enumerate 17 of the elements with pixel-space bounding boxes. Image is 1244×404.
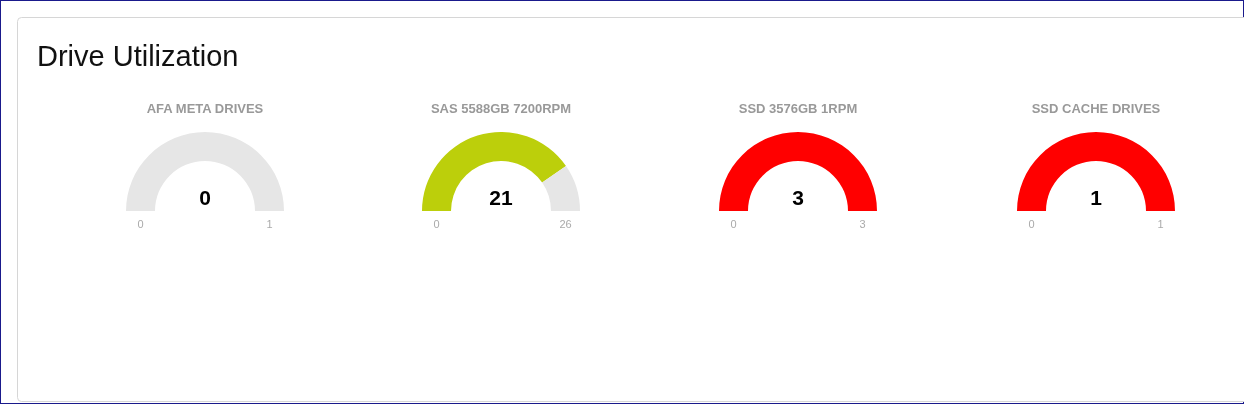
text: 0 [199,186,211,209]
text: 26 [559,218,572,230]
text: 0 [137,218,144,230]
text: 1 [266,218,273,230]
data-label: 21 [489,186,513,209]
data-label: 1 [1090,186,1103,209]
chart-title: AFA META DRIVES [146,101,264,116]
chart-title: SSD 3576GB 1RPM [738,101,858,116]
text: 0 [433,218,440,230]
text: Drive Utilization [37,40,239,72]
chart-title: SAS 5588GB 7200RPM [430,101,572,116]
text: 3 [859,218,866,230]
chart-title: SSD CACHE DRIVES [1031,101,1161,116]
data-label: 3 [792,186,804,209]
text: 0 [1028,218,1035,230]
text: 1 [1157,218,1164,230]
text: 0 [730,218,737,230]
